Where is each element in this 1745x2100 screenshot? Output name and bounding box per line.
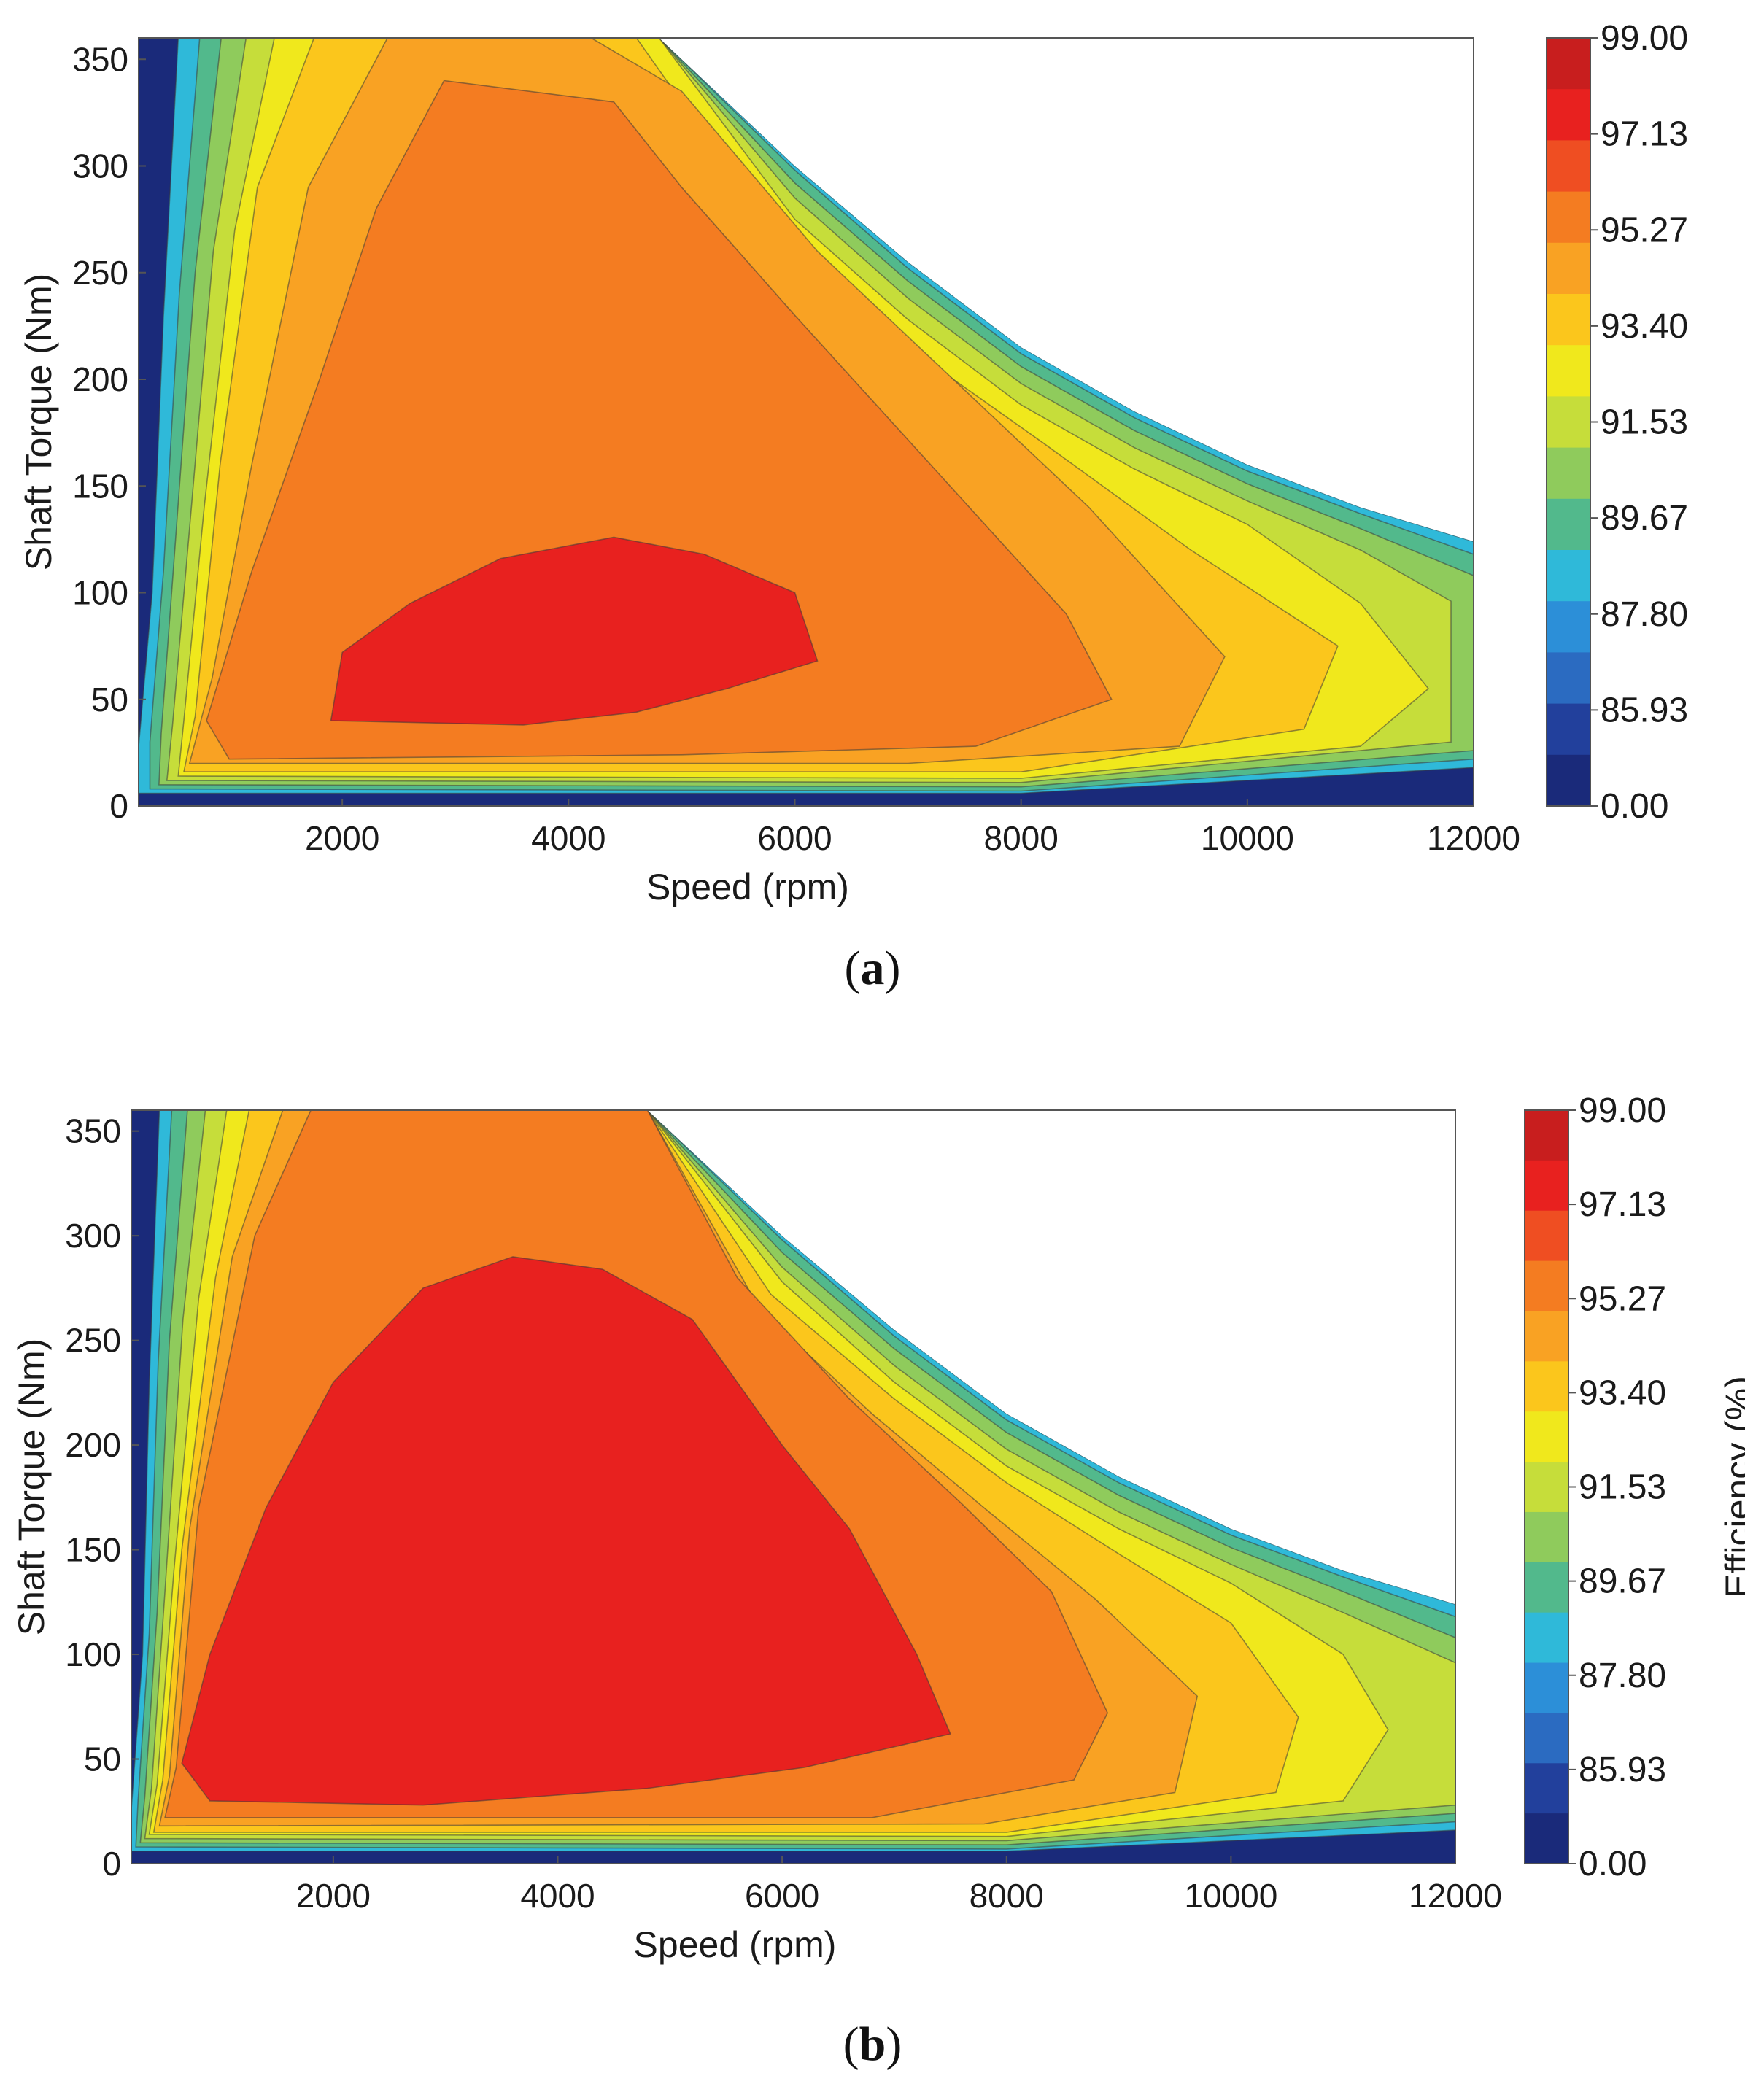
x-tick-label-2: 6000: [745, 1877, 819, 1915]
contour-region-9: [330, 536, 819, 726]
colorbar-segment-1: [1547, 89, 1590, 141]
y-tick-label-1: 50: [84, 1740, 121, 1778]
y-tick-label-3: 150: [65, 1531, 121, 1569]
panel-label-a: (a): [844, 942, 901, 995]
y-tick-label-6: 300: [65, 1217, 121, 1255]
colorbar-segment-0: [1547, 38, 1590, 90]
colorbar-tick-label-1: 97.13: [1601, 115, 1688, 154]
colorbar-segment-3: [1547, 191, 1590, 244]
y-tick-label-1: 50: [91, 681, 128, 718]
y-tick-label-7: 350: [72, 40, 128, 78]
colorbar-segment-6: [1547, 345, 1590, 397]
y-tick-label-5: 250: [65, 1322, 121, 1360]
x-tick-label-1: 4000: [531, 819, 605, 857]
y-axis-label: Shaft Torque (Nm): [18, 274, 59, 571]
colorbar-segment-12: [1525, 1713, 1568, 1764]
colorbar-segment-7: [1525, 1462, 1568, 1513]
colorbar-segment-13: [1547, 703, 1590, 756]
envelope-mask: [139, 38, 1474, 542]
x-tick-label-4: 10000: [1201, 819, 1294, 857]
colorbar-segment-12: [1547, 652, 1590, 705]
colorbar-segment-11: [1547, 601, 1590, 653]
colorbar-segment-10: [1525, 1612, 1568, 1664]
x-tick-label-3: 8000: [983, 819, 1058, 857]
x-axis-label: Speed (rpm): [634, 1924, 837, 1965]
colorbar-tick-label-2: 95.27: [1601, 211, 1688, 249]
colorbar-segment-13: [1525, 1763, 1568, 1814]
colorbar-segment-8: [1525, 1511, 1568, 1563]
y-tick-label-3: 150: [72, 467, 128, 505]
x-tick-label-5: 12000: [1427, 819, 1520, 857]
x-tick-label-0: 2000: [305, 819, 379, 857]
y-tick-label-7: 350: [65, 1112, 121, 1150]
colorbar-tick-label-0: 99.00: [1601, 19, 1688, 58]
x-tick-label-2: 6000: [757, 819, 832, 857]
colorbar-segment-0: [1525, 1110, 1568, 1161]
colorbar-segment-2: [1547, 140, 1590, 193]
contour-layer: [139, 38, 1474, 806]
colorbar-segment-4: [1547, 242, 1590, 295]
colorbar-segment-4: [1525, 1311, 1568, 1362]
colorbar-tick-label-7: 85.93: [1579, 1751, 1666, 1789]
colorbar-tick-label-6: 87.80: [1601, 595, 1688, 634]
x-tick-label-3: 8000: [970, 1877, 1044, 1915]
colorbar-tick-label-7: 85.93: [1601, 691, 1688, 729]
panel-label-b-letter: b: [859, 2018, 886, 2071]
colorbar-segment-9: [1525, 1562, 1568, 1613]
x-tick-label-1: 4000: [520, 1877, 595, 1915]
colorbar-segment-14: [1547, 754, 1590, 807]
y-tick-label-0: 0: [102, 1845, 121, 1883]
colorbar-tick-label-3: 93.40: [1579, 1373, 1666, 1412]
y-tick-label-2: 100: [72, 574, 128, 612]
x-axis-label: Speed (rpm): [646, 867, 849, 907]
colorbar-segment-8: [1547, 447, 1590, 500]
efficiency-map-a: 2000 4000 6000 8000 10000 12000 0 50 100 150 200 25…: [18, 19, 1745, 907]
colorbar-segment-11: [1525, 1662, 1568, 1713]
plot-frame: [131, 1109, 1456, 1864]
colorbar-tick-label-2: 95.27: [1579, 1279, 1666, 1318]
y-tick-label-5: 250: [72, 254, 128, 292]
efficiency-map-b: 2000 4000 6000 8000 10000 12000 0 50 100 150 200 25…: [11, 1091, 1745, 1965]
colorbar-tick-label-0: 99.00: [1579, 1091, 1666, 1130]
colorbar-label: Efficiency (%): [1740, 311, 1745, 533]
colorbar-tick-label-8: 0.00: [1601, 787, 1668, 826]
colorbar-tick-label-5: 89.67: [1579, 1562, 1666, 1601]
colorbar-tick-label-3: 93.40: [1601, 307, 1688, 346]
colorbar-tick-label-1: 97.13: [1579, 1185, 1666, 1224]
y-tick-label-2: 100: [65, 1635, 121, 1673]
contour-layer: [131, 1110, 1455, 1864]
colorbar-segment-6: [1525, 1411, 1568, 1462]
colorbar-segment-10: [1547, 550, 1590, 602]
colorbar-tick-label-5: 89.67: [1601, 499, 1688, 538]
y-tick-label-4: 200: [72, 360, 128, 398]
colorbar-label: Efficiency (%): [1718, 1376, 1745, 1598]
colorbar-segment-7: [1547, 396, 1590, 449]
envelope-mask: [131, 1110, 1455, 1605]
y-tick-label-4: 200: [65, 1426, 121, 1464]
panel-label-a-letter: a: [860, 942, 885, 995]
panel-a: 2000 4000 6000 8000 10000 12000 0 50 100 150 200 25…: [18, 19, 1745, 995]
colorbar-tick-label-8: 0.00: [1579, 1845, 1647, 1883]
contour-region-9: [181, 1256, 951, 1806]
colorbar-segment-14: [1525, 1813, 1568, 1864]
colorbar-tick-label-4: 91.53: [1579, 1468, 1666, 1507]
colorbar-segment-9: [1547, 498, 1590, 551]
panel-label-b: (b): [843, 2018, 902, 2071]
colorbar-segment-1: [1525, 1160, 1568, 1212]
y-axis-label: Shaft Torque (Nm): [11, 1338, 52, 1636]
colorbar-tick-label-4: 91.53: [1601, 403, 1688, 442]
colorbar-segment-5: [1525, 1361, 1568, 1412]
colorbar-segment-2: [1525, 1210, 1568, 1262]
colorbar-segment-3: [1525, 1260, 1568, 1311]
panel-b: 2000 4000 6000 8000 10000 12000 0 50 100 150 200 25…: [0, 1072, 1745, 2100]
x-tick-label-5: 12000: [1409, 1877, 1502, 1915]
y-tick-label-6: 300: [72, 147, 128, 185]
x-tick-label-0: 2000: [296, 1877, 371, 1915]
y-tick-label-0: 0: [109, 787, 128, 825]
colorbar-tick-label-6: 87.80: [1579, 1657, 1666, 1695]
contour-region-8: [206, 80, 1113, 760]
x-tick-label-4: 10000: [1184, 1877, 1277, 1915]
colorbar-segment-5: [1547, 294, 1590, 346]
plot-frame: [138, 37, 1474, 807]
